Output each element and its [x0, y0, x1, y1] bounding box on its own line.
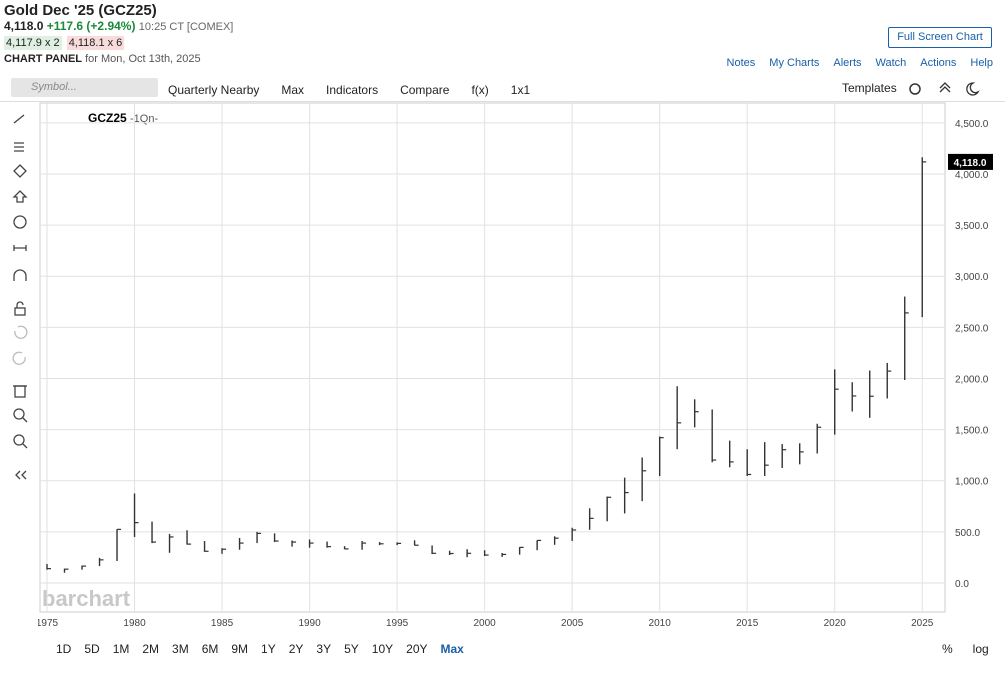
toolbar-item[interactable]: Indicators: [326, 83, 379, 97]
timeframe-button[interactable]: 2M: [142, 642, 160, 656]
toolbar-item[interactable]: Max: [281, 83, 305, 97]
toolbar-item[interactable]: f(x): [471, 83, 489, 97]
panel-date: for Mon, Oct 13th, 2025: [85, 53, 201, 65]
y-tick-label: 3,500.0: [955, 221, 989, 232]
change: +117.6 (+2.94%): [46, 19, 136, 33]
y-tick-label: 0.0: [955, 579, 969, 590]
y-tick-label: 4,500.0: [955, 119, 989, 130]
plot-border: [39, 102, 946, 613]
timeframe-button[interactable]: 1M: [112, 642, 130, 656]
header-link[interactable]: Actions: [920, 57, 957, 69]
y-tick-label: 1,500.0: [955, 426, 989, 437]
panel: CHART PANEL for Mon, Oct 13th, 2025: [4, 53, 201, 65]
ask: 4,118.1 x 6: [66, 36, 125, 50]
sidebar: [12, 114, 28, 480]
toolbar-items: Quarterly Nearby Max Indicators Compare f(x)…: [168, 81, 552, 99]
bid-ask: 4,117.9 x 2 4,118.1 x 6: [4, 36, 125, 50]
toolbar: Symbol... Quarterly Nearby Max Indicators C…: [0, 76, 1005, 102]
x-tick-label: 1990: [298, 618, 321, 629]
timeframe-button[interactable]: Max: [440, 642, 464, 656]
y-tick-label: 500.0: [955, 528, 980, 539]
y-tick-label: 2,000.0: [955, 374, 989, 385]
templates[interactable]: Templates: [842, 81, 897, 95]
timeframe-button[interactable]: 1D: [56, 642, 72, 656]
panel-label: CHART PANEL: [4, 53, 83, 65]
quote: 4,118.0 +117.6 (+2.94%) 10:25 CT [COMEX]: [4, 19, 233, 33]
toolbar-item[interactable]: Compare: [400, 83, 450, 97]
watermark: barchart: [42, 586, 131, 611]
x-tick-label: 1985: [211, 618, 234, 629]
toolbar-icons: [909, 82, 980, 96]
legend-period: -1Qn-: [130, 113, 158, 125]
x-tick-label: 2015: [736, 618, 759, 629]
timeframe-button[interactable]: 2Y: [288, 642, 304, 656]
full-screen-button[interactable]: Full Screen Chart: [888, 27, 992, 48]
y-tick-label: 2,500.0: [955, 323, 989, 334]
time: 10:25 CT [COMEX]: [138, 21, 234, 33]
header-link[interactable]: Help: [970, 57, 993, 69]
title: Gold Dec '25 (GCZ25): [4, 2, 157, 19]
y-tick-label: 1,000.0: [955, 477, 989, 488]
x-tick-label: 1980: [123, 618, 146, 629]
sidebar-mask: [0, 612, 38, 632]
x-tick-label: 2025: [911, 618, 934, 629]
header-link[interactable]: Watch: [875, 57, 907, 69]
timeframe-button[interactable]: 6M: [201, 642, 219, 656]
timeframe-button[interactable]: 20Y: [406, 642, 428, 656]
timeframe-button[interactable]: 9M: [231, 642, 249, 656]
header-link[interactable]: Alerts: [833, 57, 862, 69]
last-price-box: [948, 153, 993, 170]
timeframe-button[interactable]: 1Y: [261, 642, 276, 656]
last-price-label: 4,118.0: [954, 158, 987, 169]
x-tick-label: 2020: [824, 618, 847, 629]
y-tick-label: 3,000.0: [955, 272, 989, 283]
timeframe-button[interactable]: 3M: [172, 642, 189, 656]
x-tick-label: 2000: [473, 618, 496, 629]
y-tick-label: 4,000.0: [955, 170, 989, 181]
timeframes: 1D 5D 1M 2M 3M 6M 9M 1Y 2Y 3Y 5Y 10Y 20Y Max: [56, 640, 477, 658]
x-tick-label: 1995: [386, 618, 409, 629]
scale-options: % log: [942, 640, 1005, 658]
scale-option[interactable]: %: [942, 642, 953, 656]
timeframe-button[interactable]: 10Y: [371, 642, 394, 656]
x-tick-label: 2005: [561, 618, 584, 629]
timeframe-button[interactable]: 3Y: [316, 642, 332, 656]
scale-option[interactable]: log: [972, 642, 989, 656]
header-link[interactable]: My Charts: [769, 57, 820, 69]
legend-symbol: GCZ25: [88, 111, 127, 125]
bid: 4,117.9 x 2: [4, 36, 62, 50]
x-tick-label: 1975: [36, 618, 59, 629]
symbol-input[interactable]: Symbol...: [11, 78, 158, 97]
header-links: Notes My Charts Alerts Watch Actions Help: [713, 53, 993, 71]
toolbar-item[interactable]: 1x1: [510, 83, 531, 97]
timeframe-button[interactable]: 5Y: [344, 642, 359, 656]
timeframe-button[interactable]: 5D: [84, 642, 100, 656]
last: 4,118.0: [4, 19, 44, 33]
toolbar-item[interactable]: Quarterly Nearby: [168, 83, 260, 97]
x-tick-label: 2010: [649, 618, 672, 629]
header-link[interactable]: Notes: [726, 57, 756, 69]
